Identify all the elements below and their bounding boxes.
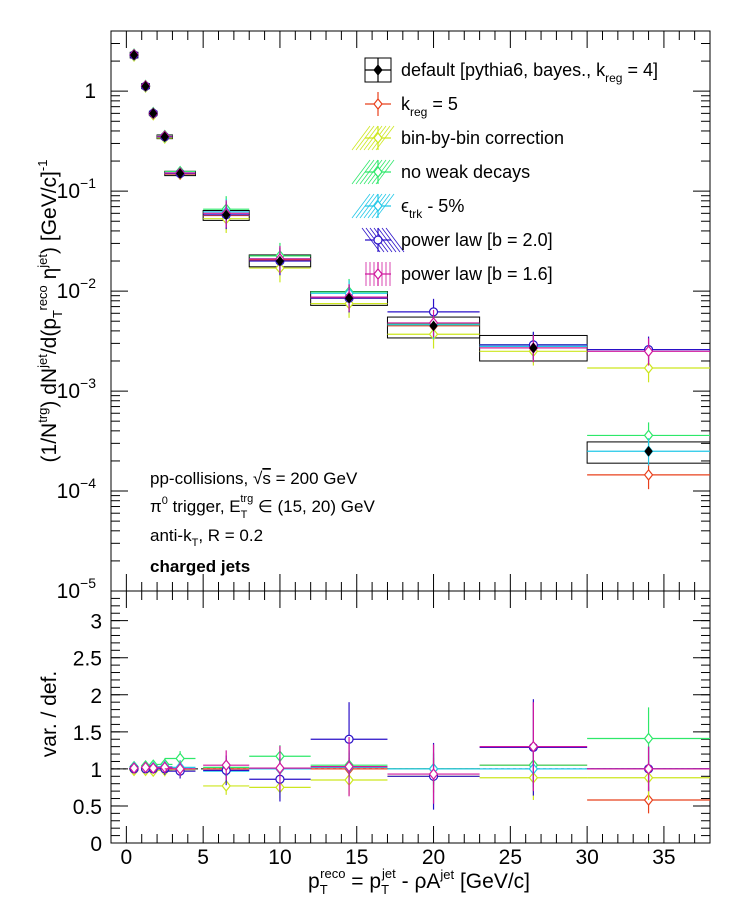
bottom-axes: 00.511.522.530 5 10 15 20 25 30 35 <box>73 591 710 869</box>
marker <box>129 762 139 775</box>
y-tick-label: 1 <box>84 80 96 103</box>
legend-hatch <box>351 159 371 185</box>
legend-hatch <box>351 125 371 151</box>
marker <box>159 761 170 774</box>
marker <box>141 80 150 92</box>
legend-label: default [pythia6, bayes., kreg = 4] <box>401 60 658 85</box>
x-tick-label: 0 <box>121 846 133 869</box>
marker <box>643 762 654 775</box>
spectrum-plot <box>129 48 710 490</box>
ratio-series-pl20 <box>129 699 710 810</box>
marker <box>175 168 185 179</box>
y-tick-label: 10−2 <box>57 275 97 303</box>
marker <box>643 468 654 481</box>
marker <box>149 108 158 119</box>
y-tick-label: 10−5 <box>57 575 97 603</box>
ratio-y-tick-label: 2.5 <box>73 648 102 671</box>
marker <box>644 445 653 457</box>
ratio-y-axis-title: var. / def. <box>38 671 61 757</box>
legend: default [pythia6, bayes., kreg = 4] kreg … <box>351 57 658 286</box>
marker <box>373 64 383 76</box>
legend-label: ϵtrk - 5% <box>401 196 464 221</box>
marker <box>344 292 354 304</box>
marker <box>373 235 383 245</box>
marker <box>222 209 231 221</box>
ratio-series-kreg5 <box>129 750 710 814</box>
bottom-panel-frame <box>110 590 711 844</box>
top-axes: 10−5 10−4 10−3 10−2 10−1 1 <box>57 30 710 603</box>
marker <box>373 200 383 212</box>
spectrum-y-axis-title: (1/Ntrg) dNjet/d(pTreco ηjet) [GeV/c]-1 <box>35 160 65 463</box>
legend-item: no weak decays <box>351 159 530 185</box>
annotation-algorithm: anti-kT, R = 0.2 <box>150 526 263 549</box>
marker <box>140 761 151 774</box>
ratio-y-tick-label: 1.5 <box>73 722 102 745</box>
annotation-trigger: π0 trigger, ETtrg ∈ (15, 20) GeV <box>150 493 375 521</box>
legend-item: bin-by-bin correction <box>351 125 564 151</box>
marker <box>528 740 539 753</box>
legend-item: power law [b = 2.0] <box>361 227 553 253</box>
ratio-y-tick-label: 2 <box>90 685 102 708</box>
marker <box>129 49 139 61</box>
marker <box>643 732 654 745</box>
marker <box>175 762 185 775</box>
x-tick-label: 35 <box>652 846 675 869</box>
ratio-series-pl16 <box>129 702 710 804</box>
marker <box>429 320 438 332</box>
annotation-collision: pp-collisions, √s = 200 GeV <box>150 469 358 488</box>
y-tick-label: 10−1 <box>57 175 97 203</box>
legend-label: bin-by-bin correction <box>401 128 564 148</box>
marker <box>160 131 169 143</box>
legend-item: default [pythia6, bayes., kreg = 4] <box>364 57 658 85</box>
marker <box>373 268 383 280</box>
marker <box>373 132 383 144</box>
marker <box>643 362 654 374</box>
marker <box>529 342 538 354</box>
marker <box>221 779 231 792</box>
y-tick-label: 10−3 <box>57 375 97 403</box>
x-tick-label: 20 <box>422 846 445 869</box>
x-tick-label: 10 <box>268 846 291 869</box>
marker <box>643 345 654 358</box>
x-tick-label: 5 <box>197 846 209 869</box>
ratio-y-tick-label: 0.5 <box>73 796 102 819</box>
legend-item: ϵtrk - 5% <box>351 193 464 221</box>
marker <box>643 794 654 806</box>
y-tick-label: 10−4 <box>57 475 97 503</box>
marker <box>221 759 231 772</box>
x-tick-label: 15 <box>345 846 368 869</box>
x-axis-title: pTreco = pTjet - ρAjet [GeV/c] <box>308 866 530 897</box>
marker <box>428 768 439 781</box>
x-tick-label: 25 <box>499 846 522 869</box>
ratio-y-tick-label: 3 <box>90 611 102 634</box>
legend-label: power law [b = 1.6] <box>401 264 553 284</box>
marker <box>275 762 285 775</box>
ratio-y-tick-label: 0 <box>90 833 102 856</box>
marker <box>344 760 354 773</box>
x-tick-label: 30 <box>575 846 598 869</box>
legend-label: no weak decays <box>401 162 530 182</box>
legend-item: power law [b = 1.6] <box>365 262 553 286</box>
legend-hatch <box>385 227 405 253</box>
ratio-plot <box>111 699 710 814</box>
marker <box>373 166 383 178</box>
ratio-y-tick-label: 1 <box>90 759 102 782</box>
marker <box>148 762 159 775</box>
legend-label: kreg = 5 <box>401 94 458 119</box>
marker <box>275 255 285 267</box>
ratio-series-noweak <box>129 707 710 788</box>
legend-hatch <box>351 193 371 219</box>
marker <box>373 98 383 110</box>
ratio-series-bbb <box>129 755 710 801</box>
annotation-charged-jets: charged jets <box>150 557 250 576</box>
legend-item: kreg = 5 <box>365 92 458 119</box>
legend-label: power law [b = 2.0] <box>401 230 553 250</box>
